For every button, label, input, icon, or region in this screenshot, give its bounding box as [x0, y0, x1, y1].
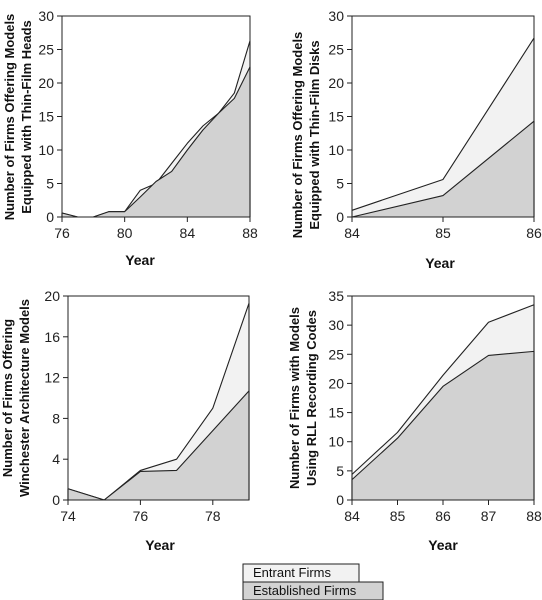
- y-tick-label: 20: [328, 375, 344, 391]
- y-axis-title-line: Using RLL Recording Codes: [304, 310, 319, 486]
- y-tick-label: 25: [328, 42, 344, 58]
- established-area: [61, 66, 251, 218]
- y-tick-label: 0: [46, 209, 54, 225]
- y-axis-title: Number of Firms Offering Winchester Archi…: [0, 299, 32, 497]
- y-tick-label: 0: [336, 492, 344, 508]
- y-tick-label: 10: [328, 142, 344, 158]
- x-tick-label: 80: [117, 225, 133, 241]
- y-tick-label: 15: [328, 109, 344, 125]
- x-tick-label: 84: [180, 225, 196, 241]
- y-axis-title: Number of Firms Offering Models Equipped …: [290, 32, 322, 239]
- x-axis-title: Year: [145, 537, 175, 553]
- y-tick-label: 0: [52, 492, 60, 508]
- y-tick-label: 35: [328, 288, 344, 304]
- y-tick-label: 25: [328, 346, 344, 362]
- y-tick-label: 5: [46, 176, 54, 192]
- x-tick-label: 88: [242, 225, 258, 241]
- y-tick-label: 25: [38, 42, 54, 58]
- chart-panel-2: 0 5 10 15 20 25 30 84 85 86 Year Number of Firms Of…: [290, 8, 542, 271]
- y-axis-title-line: Number of Firms with Models: [287, 307, 302, 489]
- y-tick-label: 30: [328, 8, 344, 24]
- x-tick-label: 85: [435, 225, 451, 241]
- legend-label-established: Established Firms: [253, 583, 357, 598]
- legend: Entrant Firms Established Firms: [242, 563, 384, 600]
- y-axis-title-line: Number of Firms Offering Models: [290, 32, 305, 239]
- y-axis-title-line: Equipped with Thin-Film Heads: [19, 20, 34, 214]
- y-tick-label: 15: [328, 405, 344, 421]
- y-tick-label: 16: [44, 329, 60, 345]
- y-axis-title-line: Equipped with Thin-Film Disks: [307, 40, 322, 229]
- x-tick-label: 88: [526, 508, 542, 524]
- legend-swatch-established: [242, 581, 384, 600]
- x-tick-label: 85: [390, 508, 406, 524]
- y-tick-label: 20: [38, 75, 54, 91]
- y-tick-label: 8: [52, 410, 60, 426]
- y-tick-label: 10: [38, 142, 54, 158]
- y-tick-label: 15: [38, 109, 54, 125]
- legend-label-entrant: Entrant Firms: [253, 565, 332, 580]
- y-axis-title: Number of Firms Offering Models Equipped …: [2, 14, 34, 221]
- y-tick-label: 30: [328, 317, 344, 333]
- x-tick-label: 74: [60, 508, 76, 524]
- y-axis-title: Number of Firms with Models Using RLL Rec…: [287, 307, 319, 489]
- x-tick-label: 76: [54, 225, 70, 241]
- chart-panel-1: 0 5 10 15 20 25 30 76 80 84 88 Year Number of Firms …: [2, 8, 258, 268]
- y-tick-label: 30: [38, 8, 54, 24]
- y-tick-label: 10: [328, 434, 344, 450]
- x-tick-label: 76: [133, 508, 149, 524]
- y-tick-label: 5: [336, 463, 344, 479]
- y-axis-title-line: Winchester Architecture Models: [17, 299, 32, 497]
- plot-frame: [67, 295, 250, 501]
- y-axis-title-line: Number of Firms Offering Models: [2, 14, 17, 221]
- y-tick-label: 0: [336, 209, 344, 225]
- x-tick-label: 84: [344, 508, 360, 524]
- x-tick-label: 86: [526, 225, 542, 241]
- x-axis-title: Year: [425, 255, 455, 271]
- x-axis-title: Year: [428, 537, 458, 553]
- x-tick-label: 78: [205, 508, 221, 524]
- y-tick-label: 5: [336, 176, 344, 192]
- x-tick-label: 87: [481, 508, 497, 524]
- y-tick-label: 12: [44, 370, 60, 386]
- chart-panel-3: 0 4 8 12 16 20 74 76 78 Year Number of Firms Offer…: [0, 288, 250, 553]
- x-axis-title: Year: [125, 252, 155, 268]
- x-tick-label: 84: [344, 225, 360, 241]
- x-tick-label: 86: [435, 508, 451, 524]
- y-tick-label: 4: [52, 451, 60, 467]
- y-tick-label: 20: [328, 75, 344, 91]
- established-area: [351, 350, 535, 501]
- y-axis-title-line: Number of Firms Offering: [0, 319, 15, 477]
- y-tick-label: 20: [44, 288, 60, 304]
- chart-panel-4: 0 5 10 15 20 25 30 35 84 85 86 87 88 Year Number of Fi…: [287, 288, 542, 553]
